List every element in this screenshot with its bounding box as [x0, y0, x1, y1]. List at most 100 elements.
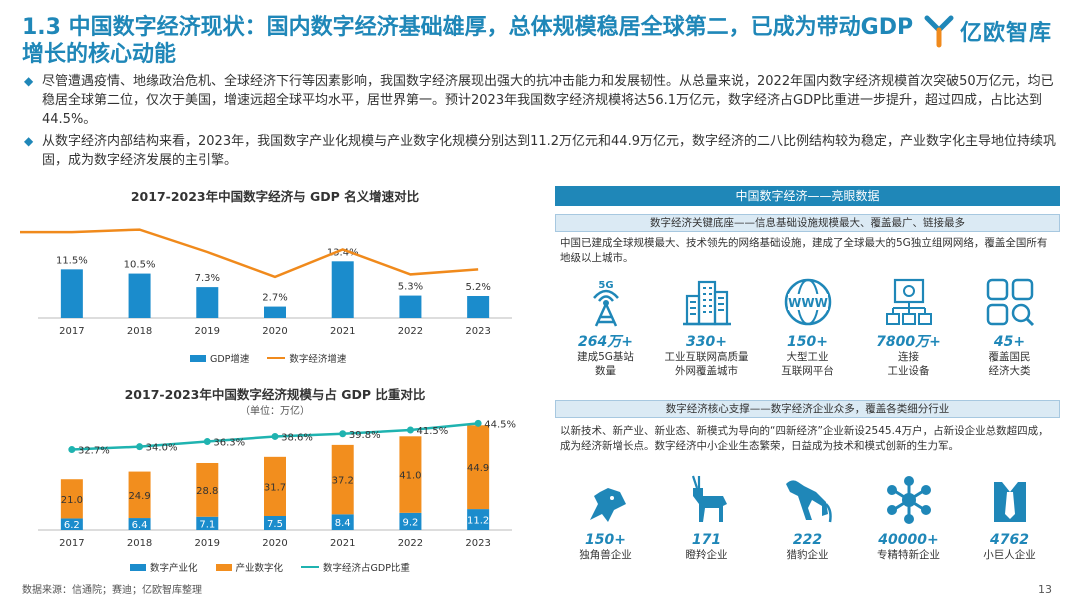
- gdp-bar: [467, 296, 490, 318]
- scale-chart: 6.2 21.0 2017 6.4 24.9 2018 7.1 28.8 2019 7.5 31.7…: [38, 419, 516, 549]
- stat-label: 覆盖国民: [988, 351, 1031, 363]
- section1-title: 数字经济关键底座——信息基础设施规模最大、覆盖最广、链接最多: [555, 214, 1060, 232]
- industrialization-bar: [264, 516, 286, 530]
- legend-label: 产业数字化: [235, 563, 284, 574]
- stat-label: 大型工业: [786, 351, 829, 363]
- x-tick-label: 2021: [330, 538, 355, 549]
- bullet-text: 从数字经济内部结构来看，2023年，我国数字产业化规模与产业数字化规模分别达到1…: [42, 134, 1056, 168]
- x-tick-label: 2020: [262, 538, 287, 549]
- gdp-data-label: 5.3%: [398, 282, 423, 293]
- stat-unicorn: 150+ 独角兽企业: [558, 474, 654, 562]
- x-tick-label: 2023: [465, 538, 490, 549]
- legend-swatch: [267, 357, 286, 359]
- chart1-legend: GDP增速 数字经济增速: [190, 351, 346, 365]
- 5g-tower-icon: 5G: [592, 280, 619, 327]
- legend-swatch: [215, 563, 232, 571]
- industrialization-value-label: 6.4: [132, 520, 148, 531]
- section1-stats: 5G 264万+ 建成5G基站 数量 330+ 工业互联网高质量 外网覆盖城市 …: [555, 276, 1060, 378]
- gdp-data-label: 5.2%: [465, 282, 490, 293]
- unicorn-icon: [585, 480, 626, 522]
- chart1-title: 2017-2023年中国数字经济与 GDP 名义增速对比: [130, 189, 420, 204]
- industrialization-bar: [467, 509, 490, 530]
- diamond-bullet-icon: ◆: [24, 134, 34, 148]
- digitalization-value-label: 28.8: [196, 486, 218, 497]
- section2-title: 数字经济核心支撑——数字经济企业众多，覆盖各类细分行业: [555, 400, 1060, 418]
- yiou-logo-icon: [924, 15, 954, 48]
- stat-label: 瞪羚企业: [685, 549, 728, 561]
- page-title: 1.3 中国数字经济现状：国内数字经济基础雄厚，总体规模稳居全球第二，已成为带动…: [22, 15, 914, 67]
- gdp-bar: [264, 306, 286, 318]
- page-number: 13: [1038, 583, 1052, 596]
- gdp-bar: [196, 287, 219, 318]
- legend-label: 数字产业化: [150, 563, 198, 574]
- legend-swatch: [190, 354, 206, 362]
- stat-label: 工业互联网高质量: [664, 351, 749, 363]
- legend-swatch: [130, 563, 146, 571]
- bullet-item: ◆ 尽管遭遇疫情、地缘政治危机、全球经济下行等因素影响，我国数字经济展现出强大的…: [24, 72, 1064, 129]
- digitalization-value-label: 44.9: [467, 463, 489, 474]
- gdp-ratio-point: [406, 426, 414, 434]
- city-buildings-icon: [682, 280, 731, 326]
- connected-devices-icon: [885, 278, 932, 325]
- x-tick-label: 2018: [127, 326, 152, 337]
- chart2-legend: 数字产业化 产业数字化 数字经济占GDP比重: [130, 560, 410, 574]
- industrialization-bar: [60, 518, 83, 530]
- industrialization-value-label: 9.2: [402, 517, 418, 528]
- stat-label: 连接: [898, 351, 919, 363]
- gdp-ratio-point: [68, 446, 76, 454]
- section2-text: 以新技术、新产业、新业态、新模式为导向的“四新经济”企业新设2545.4万户，占…: [560, 425, 1049, 452]
- gdp-ratio-point: [136, 443, 144, 451]
- stat-value: 7800万+: [876, 334, 941, 350]
- digitalization-value-label: 41.0: [399, 471, 421, 482]
- industrialization-value-label: 7.1: [199, 519, 215, 530]
- leopard-icon: [785, 480, 832, 523]
- gdp-data-label: 7.3%: [195, 273, 220, 284]
- stat-gazelle: 171 瞪羚企业: [659, 474, 755, 562]
- summary-bullets: ◆ 尽管遭遇疫情、地缘政治危机、全球经济下行等因素影响，我国数字经济展现出强大的…: [24, 72, 1064, 173]
- x-tick-label: 2019: [195, 326, 220, 337]
- legend-digitalization: 产业数字化: [215, 560, 284, 574]
- industrialization-bar: [196, 516, 219, 530]
- stat-label: 建成5G基站: [577, 351, 634, 363]
- stat-label: 专精特新企业: [877, 549, 940, 561]
- stat-iiot-cities: 330+ 工业互联网高质量 外网覆盖城市: [659, 276, 755, 378]
- diamond-bullet-icon: ◆: [24, 74, 34, 88]
- stat-label: 经济大类: [988, 365, 1031, 377]
- giant-tie-icon: [993, 482, 1026, 522]
- x-tick-label: 2018: [127, 538, 152, 549]
- chart2-unit: （单位：万亿）: [240, 406, 310, 417]
- www-globe-icon: WWW: [784, 278, 831, 326]
- legend-label: 数字经济增速: [289, 354, 347, 365]
- stat-value: 150+: [585, 532, 626, 548]
- x-tick-label: 2017: [59, 326, 84, 337]
- gdp-ratio-label: 38.6%: [281, 432, 313, 443]
- gdp-data-label: 2.7%: [262, 293, 287, 304]
- digitalization-bar: [60, 479, 83, 519]
- stat-label: 互联网平台: [781, 365, 834, 377]
- digitalization-value-label: 31.7: [264, 482, 286, 493]
- section1-text: 中国已建成全球规模最大、技术领先的网络基础设施，建成了全球最大的5G独立组网网络…: [560, 237, 1048, 264]
- chart2-title: 2017-2023年中国数字经济规模与占 GDP 比重对比: [124, 387, 426, 402]
- gdp-data-label: 11.5%: [56, 255, 88, 266]
- industrialization-bar: [331, 514, 354, 530]
- gdp-ratio-point: [339, 430, 347, 438]
- digitalization-value-label: 21.0: [61, 495, 83, 506]
- stat-leopard: 222 猎豹企业: [760, 474, 856, 562]
- digitalization-bar: [128, 471, 151, 519]
- section2-stats: 150+ 独角兽企业 171 瞪羚企业 222 猎豹企业 40000+ 专精特新: [555, 474, 1060, 562]
- digitalization-bar: [399, 436, 422, 513]
- icon-5g-text: 5G: [598, 280, 613, 291]
- digital-growth-line: [20, 228, 479, 279]
- x-tick-label: 2017: [59, 538, 84, 549]
- stat-devices: 7800万+ 连接 工业设备: [861, 276, 957, 378]
- growth-chart: 11.5% 2017 10.5% 2018 7.3% 2019 2.7% 2020 13.4% 2…: [20, 228, 512, 337]
- industrialization-value-label: 11.2: [467, 516, 489, 527]
- category-grid-icon: [986, 278, 1034, 327]
- gdp-bar: [331, 261, 354, 318]
- panel-header: 中国数字经济——亮眼数据: [555, 186, 1060, 206]
- logo-text: 亿欧智库: [959, 21, 1052, 46]
- x-tick-label: 2021: [330, 326, 355, 337]
- stat-5g-base-stations: 5G 264万+ 建成5G基站 数量: [558, 276, 654, 378]
- gdp-ratio-label: 44.5%: [484, 419, 516, 430]
- data-source: 数据来源：信通院；赛迪；亿欧智库整理: [22, 585, 202, 596]
